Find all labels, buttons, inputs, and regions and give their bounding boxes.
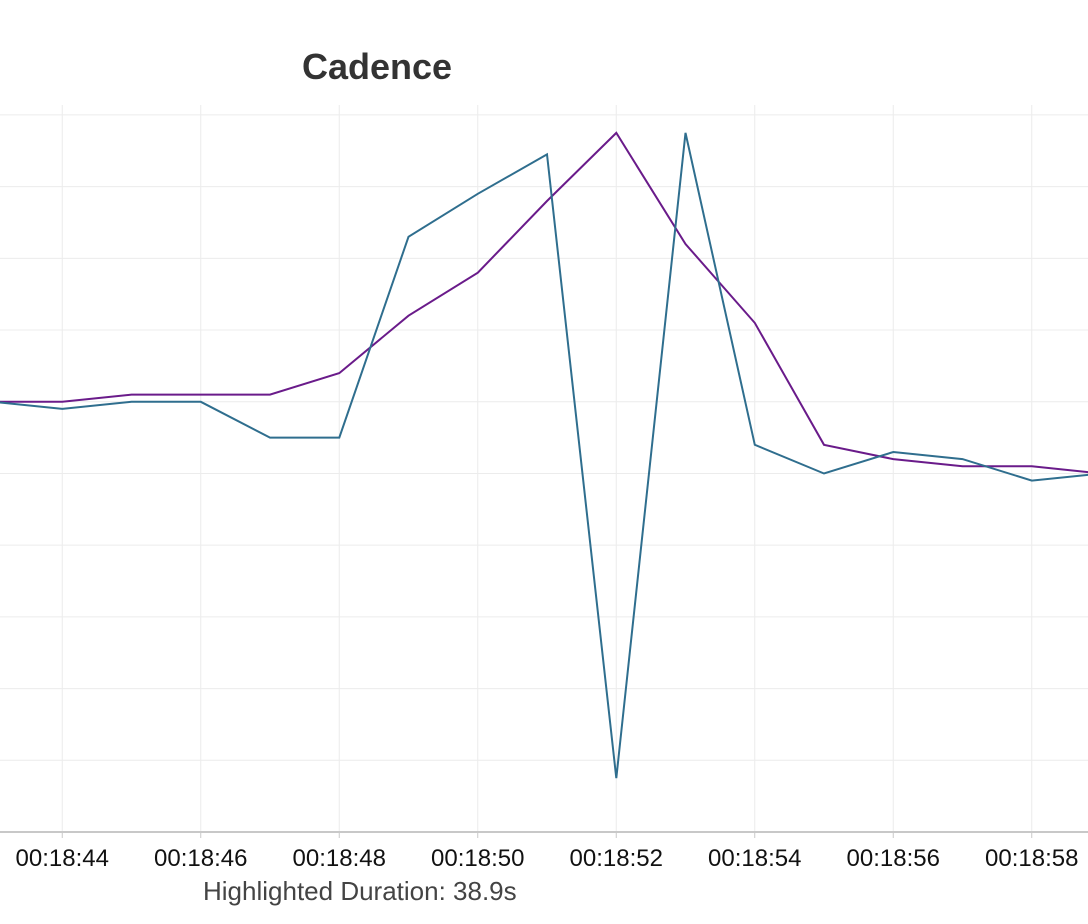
series-line-2 bbox=[0, 132, 1088, 779]
x-tick-label: 00:18:48 bbox=[293, 845, 386, 872]
highlighted-duration-label: Highlighted Duration: 38.9s bbox=[203, 876, 517, 906]
chart-grid bbox=[0, 105, 1088, 832]
series-line-1 bbox=[0, 131, 1088, 474]
x-tick-label: 00:18:44 bbox=[16, 845, 109, 872]
x-tick-label: 00:18:56 bbox=[847, 845, 940, 872]
x-tick-label: 00:18:58 bbox=[985, 845, 1078, 872]
x-tick-label: 00:18:54 bbox=[708, 845, 801, 872]
x-tick-label: 00:18:50 bbox=[431, 845, 524, 872]
x-axis-ticks: 00:18:44 00:18:46 00:18:48 00:18:50 00:18:52… bbox=[16, 832, 1078, 872]
chart-title: Cadence bbox=[302, 46, 453, 87]
x-tick-label: 00:18:52 bbox=[570, 845, 663, 872]
x-tick-label: 00:18:46 bbox=[154, 845, 247, 872]
chart-series bbox=[0, 131, 1088, 779]
